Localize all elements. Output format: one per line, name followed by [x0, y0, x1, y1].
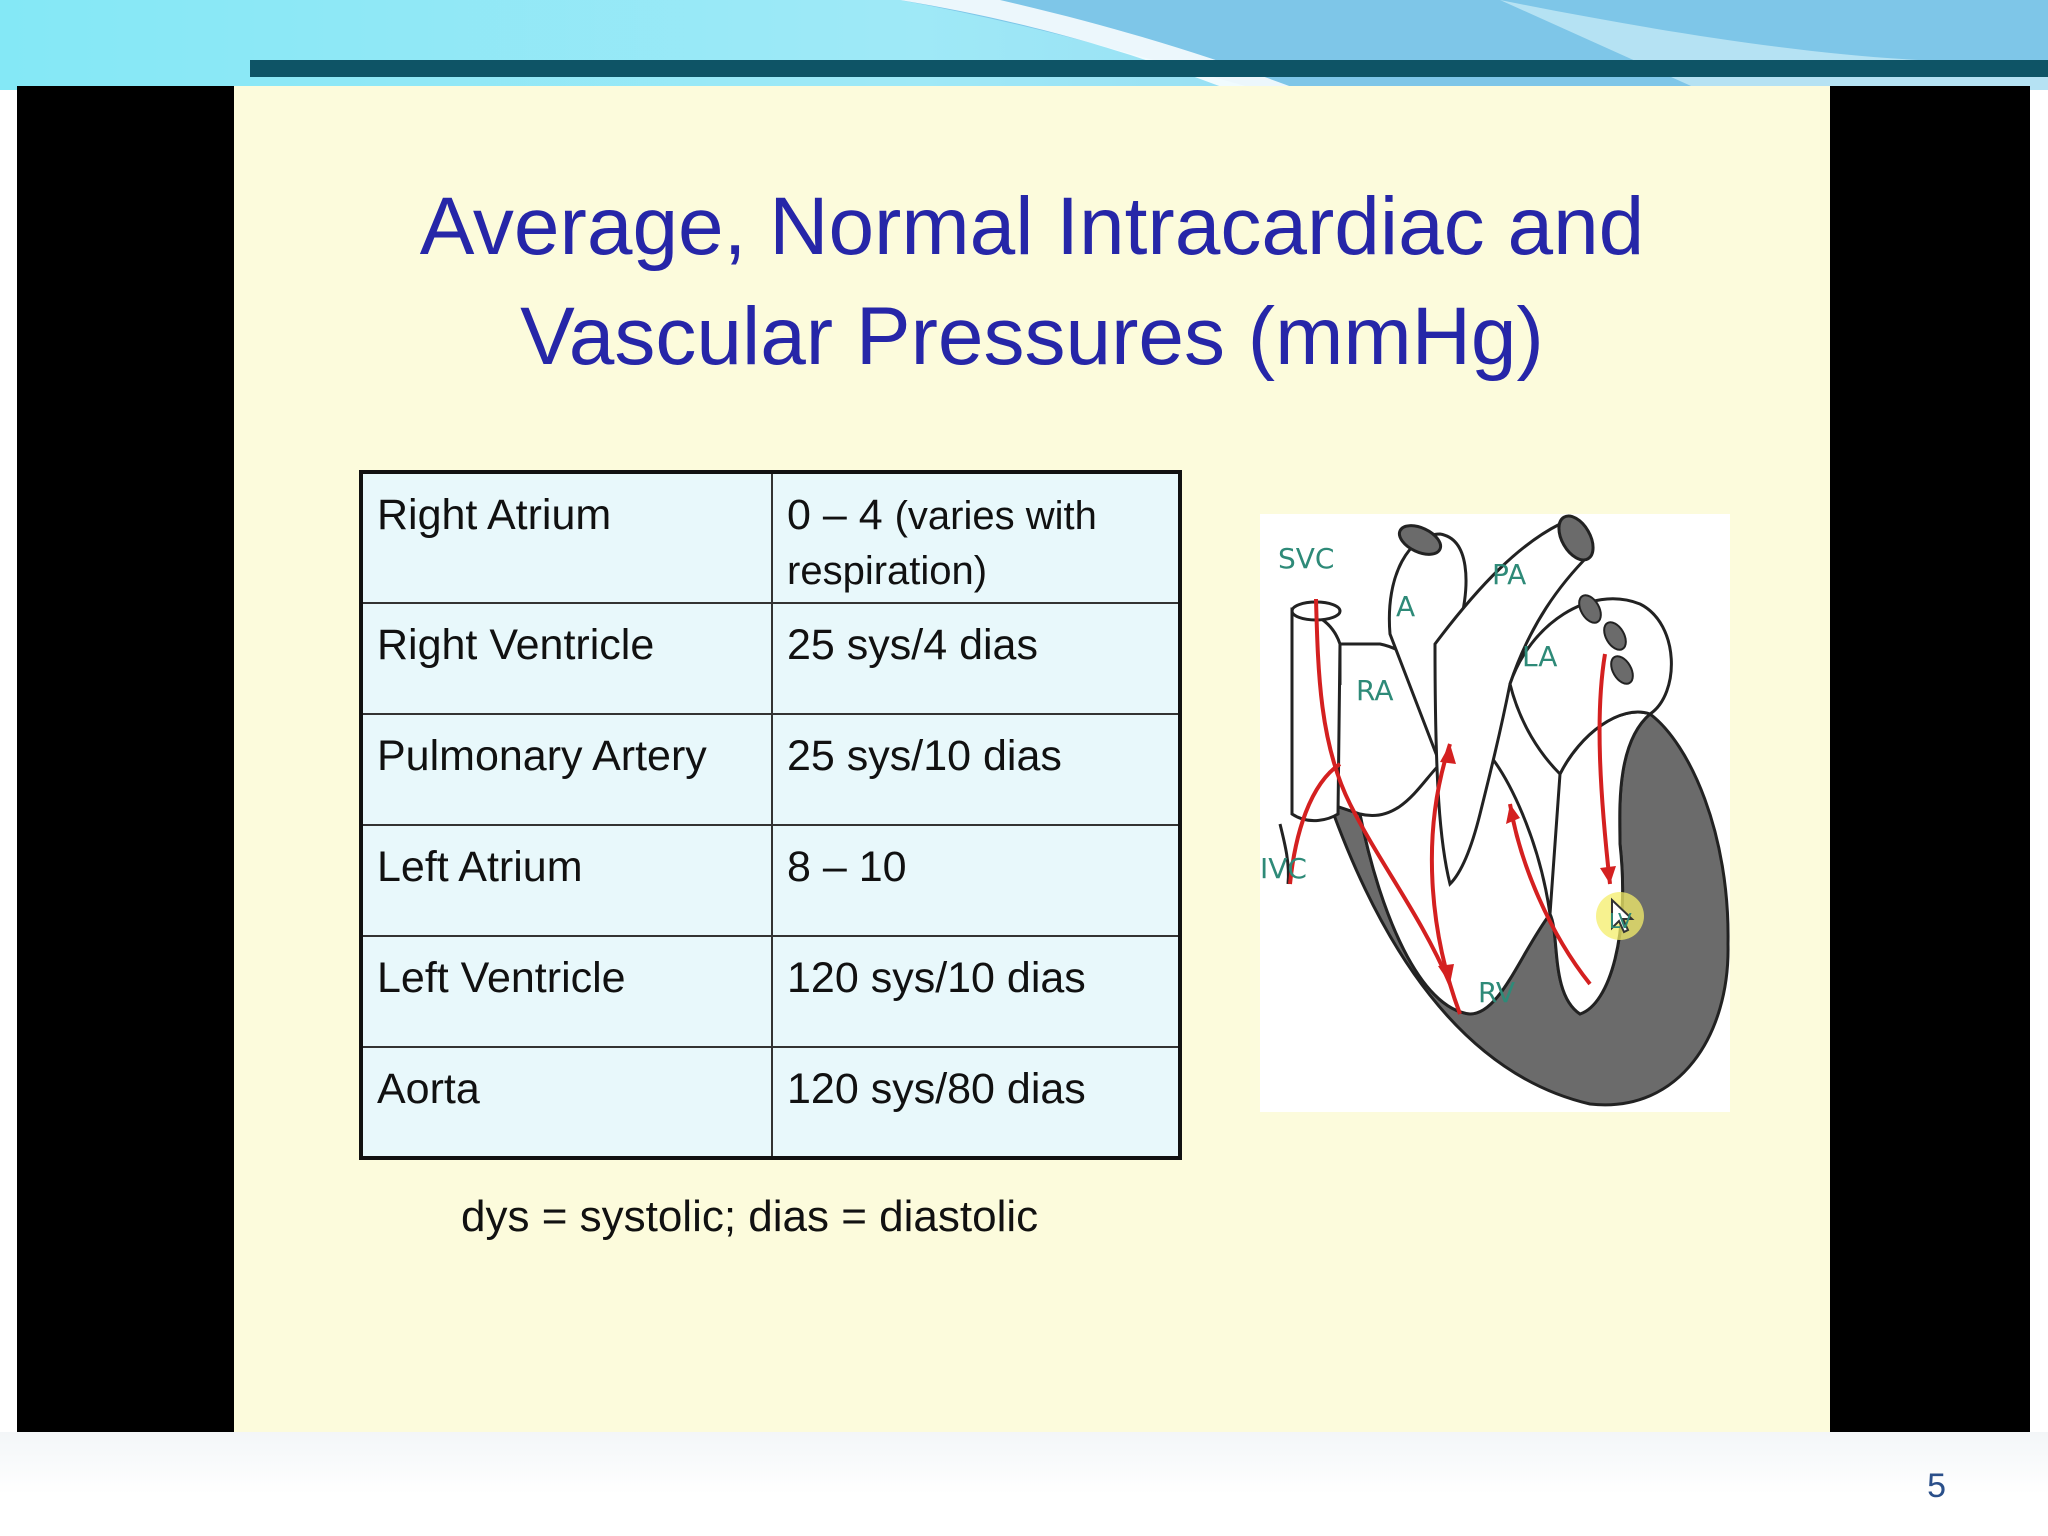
site-cell: Aorta — [360, 1046, 773, 1159]
label-pa: PA — [1492, 558, 1526, 591]
label-lv: LV — [1609, 909, 1632, 933]
pressure-note: (varies with respiration) — [787, 494, 1097, 593]
footer-band: 5 — [0, 1432, 2048, 1536]
label-ra: RA — [1356, 674, 1393, 707]
site-cell: Left Ventricle — [360, 935, 773, 1048]
arrow-head — [1440, 744, 1456, 764]
pressure-cell: 25 sys/4 dias — [771, 602, 1181, 715]
pressure-table: Right Atrium 0 – 4 (varies with respirat… — [359, 470, 1182, 1160]
arrow-heads — [1438, 744, 1616, 984]
slide-title-line-1: Average, Normal Intracardiac and — [419, 181, 1645, 272]
arrow-head — [1506, 804, 1520, 824]
label-la: LA — [1522, 640, 1557, 673]
pulmonary-vein — [1610, 655, 1634, 685]
pressure-value: 0 – 4 — [787, 491, 883, 539]
arrow-head — [1438, 964, 1454, 984]
flow-arrow — [1288, 762, 1342, 885]
label-ivc: IVC — [1260, 852, 1307, 885]
table-row: Left Ventricle 120 sys/10 dias — [360, 935, 1181, 1048]
pressure-cell: 120 sys/80 dias — [771, 1046, 1181, 1159]
video-frame: Average, Normal Intracardiac and Vascula… — [17, 86, 2030, 1434]
pressure-cell: 120 sys/10 dias — [771, 935, 1181, 1048]
label-rv: RV — [1478, 976, 1515, 1009]
pressure-cell: 8 – 10 — [771, 824, 1181, 937]
table-row: Pulmonary Artery 25 sys/10 dias — [360, 713, 1181, 826]
aorta-opening — [1397, 524, 1443, 556]
label-aorta: A — [1396, 590, 1415, 623]
heart-illustration: SVC A PA RA LA IVC RV LV — [1260, 514, 1730, 1107]
table-row: Left Atrium 8 – 10 — [360, 824, 1181, 937]
slide-title: Average, Normal Intracardiac and Vascula… — [234, 172, 1830, 392]
cursor-icon — [1611, 897, 1635, 934]
site-cell: Pulmonary Artery — [360, 713, 773, 826]
pulmonary-vein — [1603, 621, 1627, 651]
table-row: Right Atrium 0 – 4 (varies with respirat… — [360, 471, 1181, 604]
banner-graphic — [0, 0, 2048, 90]
pa-opening — [1557, 514, 1595, 562]
ivc-vessel — [1278, 823, 1290, 885]
slide: Average, Normal Intracardiac and Vascula… — [234, 86, 1830, 1432]
pressure-cell: 0 – 4 (varies with respiration) — [771, 471, 1181, 604]
pulmonary-vein — [1578, 594, 1602, 624]
flow-arrow — [1597, 653, 1612, 885]
table-row: Aorta 120 sys/80 dias — [360, 1046, 1181, 1159]
top-banner — [0, 0, 2048, 90]
pressure-cell: 25 sys/10 dias — [771, 713, 1181, 826]
heart-diagram: SVC A PA RA LA IVC RV LV — [1260, 514, 1730, 1112]
arrow-head — [1600, 866, 1616, 884]
table-row: Right Ventricle 25 sys/4 dias — [360, 602, 1181, 715]
flow-arrow — [1314, 598, 1452, 985]
site-cell: Right Atrium — [360, 471, 773, 604]
label-svc: SVC — [1278, 542, 1334, 575]
site-cell: Left Atrium — [360, 824, 773, 937]
site-cell: Right Ventricle — [360, 602, 773, 715]
slide-title-line-2: Vascular Pressures (mmHg) — [520, 291, 1544, 382]
pulmonary-artery — [1433, 522, 1593, 887]
flow-arrow — [1508, 803, 1592, 986]
footnote: dys = systolic; dias = diastolic — [461, 1192, 1039, 1241]
page-number: 5 — [1927, 1467, 1946, 1505]
